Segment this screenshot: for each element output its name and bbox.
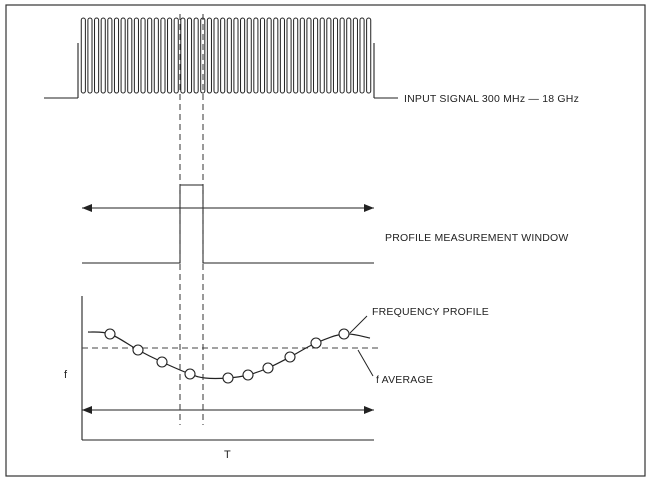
profile-sample-point bbox=[222, 372, 234, 384]
diagram-border bbox=[5, 4, 646, 477]
signal-pulse bbox=[359, 17, 365, 94]
profile-sample-point bbox=[310, 337, 322, 349]
input-signal-trace bbox=[44, 17, 398, 99]
signal-pulse bbox=[193, 17, 199, 94]
profile-sample-point bbox=[104, 328, 116, 340]
signal-pulse bbox=[200, 17, 206, 94]
signal-pulse bbox=[259, 17, 266, 94]
signal-pulse bbox=[113, 17, 120, 94]
profile-sample-point bbox=[184, 368, 196, 380]
signal-pulse bbox=[127, 17, 133, 94]
signal-pulse bbox=[120, 17, 126, 94]
f-average-label: f AVERAGE bbox=[376, 374, 433, 386]
signal-pulse bbox=[313, 17, 319, 94]
profile-sample-markers bbox=[104, 328, 350, 384]
signal-pulse bbox=[352, 17, 358, 94]
signal-pulse bbox=[339, 17, 345, 94]
signal-pulse bbox=[346, 17, 352, 94]
frequency-profile-curve bbox=[87, 331, 371, 380]
signal-pulse bbox=[319, 17, 325, 94]
frequency-profile-label: FREQUENCY PROFILE bbox=[372, 306, 489, 318]
signal-pulse bbox=[94, 17, 100, 94]
profile-sample-point bbox=[242, 369, 254, 381]
signal-pulse bbox=[160, 17, 166, 94]
input-signal-label: INPUT SIGNAL 300 MHz — 18 GHz bbox=[404, 93, 579, 105]
profile-window-trace bbox=[82, 184, 374, 264]
signal-pulse bbox=[233, 17, 239, 94]
signal-pulse bbox=[167, 17, 173, 94]
signal-pulse bbox=[246, 17, 252, 94]
signal-pulse bbox=[180, 17, 186, 94]
window-gate-pulse bbox=[82, 184, 374, 264]
signal-pulse bbox=[87, 17, 93, 94]
signal-pulse bbox=[326, 17, 332, 94]
profile-window-label: PROFILE MEASUREMENT WINDOW bbox=[385, 232, 569, 244]
frequency-profile-leader bbox=[349, 315, 368, 334]
profile-sample-point bbox=[262, 362, 274, 374]
window-arrow-left bbox=[82, 204, 92, 212]
profile-sample-point bbox=[132, 344, 144, 356]
signal-pulse bbox=[206, 17, 212, 94]
signal-pulse bbox=[253, 17, 259, 94]
window-arrow-right bbox=[364, 204, 374, 212]
signal-pulse bbox=[273, 17, 279, 94]
frequency-profile-graph bbox=[81, 296, 378, 441]
signal-pulse bbox=[226, 17, 232, 94]
signal-pulse bbox=[107, 17, 113, 94]
signal-pulse bbox=[240, 17, 246, 94]
signal-pulse bbox=[140, 17, 146, 94]
signal-pulse bbox=[147, 17, 153, 94]
profile-sample-point bbox=[338, 328, 350, 340]
signal-pulse bbox=[220, 17, 226, 94]
period-arrow-right bbox=[364, 406, 374, 414]
signal-pulse bbox=[153, 17, 159, 94]
signal-pulse bbox=[133, 17, 139, 94]
signal-pulse bbox=[100, 17, 106, 94]
signal-pulse bbox=[332, 17, 339, 94]
signal-pulse bbox=[306, 17, 312, 94]
signal-pulse bbox=[299, 17, 305, 94]
signal-pulse bbox=[266, 17, 272, 94]
signal-pulse bbox=[286, 17, 292, 94]
signal-pulse bbox=[80, 17, 86, 94]
x-axis-label: T bbox=[224, 449, 231, 461]
y-axis-label: f bbox=[64, 369, 68, 381]
signal-pulse bbox=[366, 17, 372, 94]
signal-pulse bbox=[213, 17, 219, 94]
signal-pulse bbox=[279, 17, 285, 94]
signal-pulse bbox=[186, 17, 193, 94]
signal-pulse bbox=[173, 17, 179, 94]
period-arrow-left bbox=[82, 406, 92, 414]
signal-pulse bbox=[293, 17, 299, 94]
profile-sample-point bbox=[156, 356, 168, 368]
profile-sample-point bbox=[284, 351, 296, 363]
signal-pulse-train bbox=[80, 17, 372, 94]
f-average-leader bbox=[357, 349, 374, 377]
